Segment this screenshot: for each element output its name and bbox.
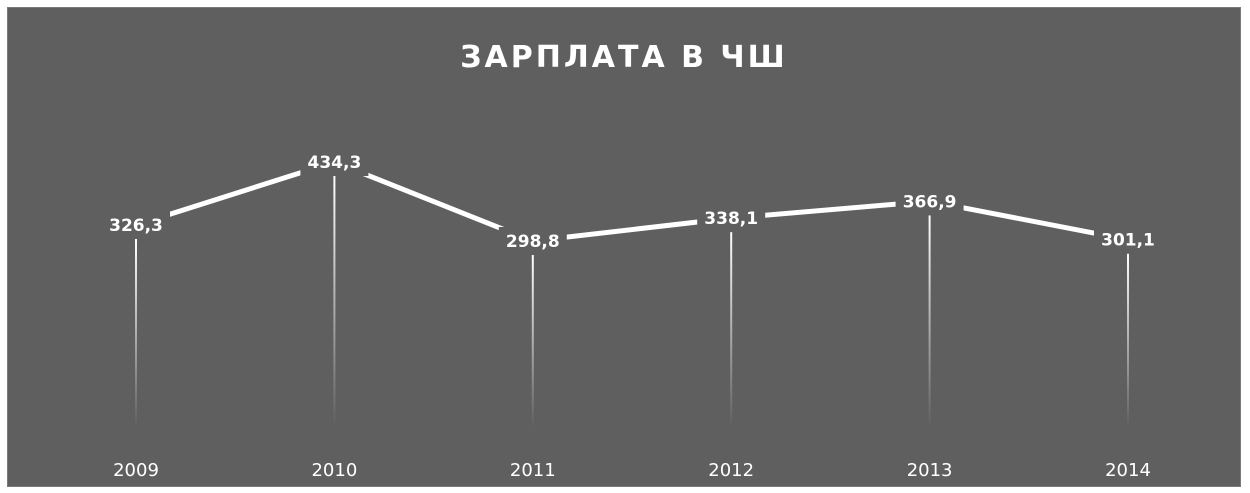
data-label-text: 434,3 xyxy=(308,153,362,173)
data-label-bg xyxy=(102,210,170,239)
data-label-2013: 366,9 xyxy=(895,187,964,216)
data-label-bg xyxy=(697,204,766,233)
drop-line-2010 xyxy=(333,176,336,428)
data-label-bg xyxy=(498,227,567,255)
x-tick-label-2010: 2010 xyxy=(311,460,357,481)
data-label-2012: 338,1 xyxy=(697,204,766,233)
drop-line-2013 xyxy=(928,215,931,428)
data-label-text: 298,8 xyxy=(506,232,560,252)
data-label-text: 326,3 xyxy=(109,216,163,236)
drop-line-2012 xyxy=(730,232,733,428)
drop-line-2014 xyxy=(1127,253,1129,428)
x-tick-label-2009: 2009 xyxy=(113,460,159,481)
data-label-text: 366,9 xyxy=(903,192,957,212)
data-label-bg xyxy=(1094,225,1162,254)
data-label-2014: 301,1 xyxy=(1094,225,1162,254)
x-tick-label-2013: 2013 xyxy=(907,460,953,481)
data-label-bg xyxy=(300,148,369,176)
data-label-bg xyxy=(895,187,964,216)
drop-line-2011 xyxy=(531,255,534,428)
x-tick-label-2012: 2012 xyxy=(708,460,754,481)
drop-line-2009 xyxy=(135,238,137,428)
x-tick-label-2011: 2011 xyxy=(510,460,556,481)
x-tick-label-2014: 2014 xyxy=(1105,460,1151,481)
chart-area: ЗАРПЛАТА В ЧШ 326,3 434,3 298,8 338,1 366,9 3… xyxy=(7,7,1241,487)
data-label-2011: 298,8 xyxy=(498,227,567,255)
data-label-text: 338,1 xyxy=(704,209,758,229)
data-label-2009: 326,3 xyxy=(102,210,170,239)
plot-area: 326,3 434,3 298,8 338,1 366,9 301,1 2009 2010 20… xyxy=(102,148,1162,481)
chart-title: ЗАРПЛАТА В ЧШ xyxy=(460,40,788,75)
data-label-text: 301,1 xyxy=(1101,231,1155,251)
series-line xyxy=(135,159,1129,244)
data-label-2010: 434,3 xyxy=(300,148,369,176)
